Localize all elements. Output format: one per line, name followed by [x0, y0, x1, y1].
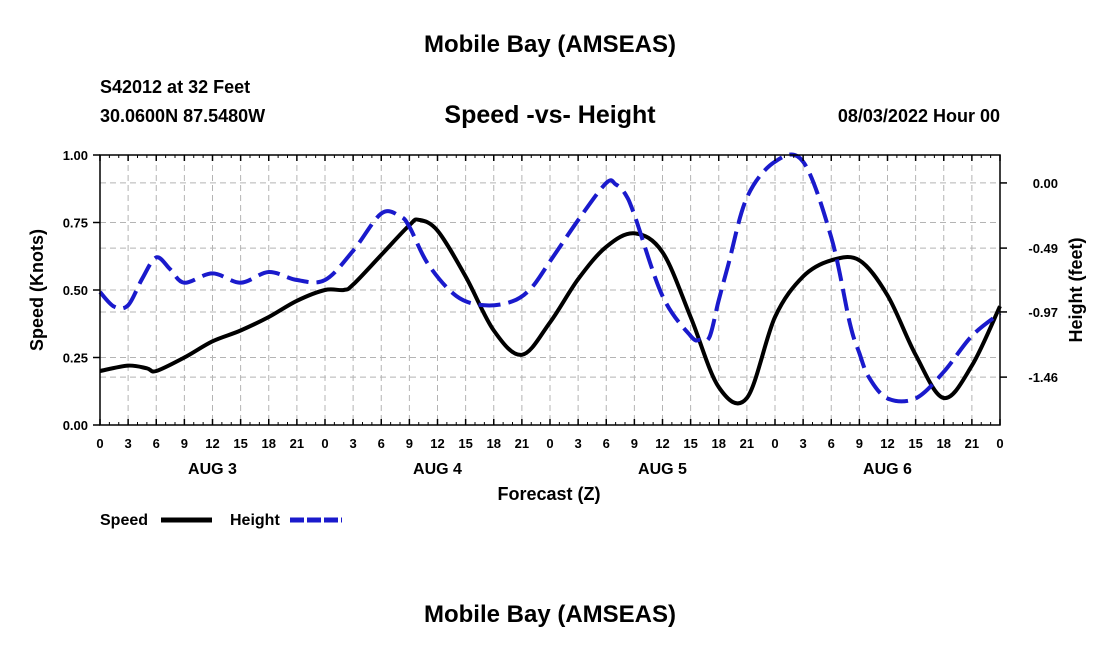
- x-tick-label: 0: [546, 436, 553, 451]
- x-tick-label: 12: [880, 436, 894, 451]
- series-layer: [98, 152, 1002, 406]
- y-tick-label: 1.00: [63, 148, 88, 163]
- y-tick-label: 0.50: [63, 283, 88, 298]
- y-tick-label: 0.00: [63, 418, 88, 433]
- x-tick-label: 3: [575, 436, 582, 451]
- page-title-repeat: Mobile Bay (AMSEAS): [423, 601, 677, 628]
- x-tick-label: 6: [828, 436, 835, 451]
- x-tick-label: 12: [430, 436, 444, 451]
- x-tick-label: 21: [965, 436, 979, 451]
- x-tick-label: 6: [603, 436, 610, 451]
- x-tick-label: 15: [683, 436, 697, 451]
- x-tick-label: 15: [458, 436, 472, 451]
- x-tick-label: 3: [800, 436, 807, 451]
- x-day-label: AUG 4: [413, 461, 462, 478]
- x-tick-label: 9: [181, 436, 188, 451]
- x-tick-label: 6: [153, 436, 160, 451]
- legend-label-speed: Speed: [100, 512, 148, 529]
- y-tick-label: 0.25: [63, 351, 88, 366]
- x-tick-label: 18: [262, 436, 276, 451]
- x-tick-label: 12: [655, 436, 669, 451]
- axes: 0 3 6 9 12 15 18 21 0 3 6 9 12 15 18 21 0 3 6 9 12 15 18 21 0 3 6 9…: [63, 148, 1058, 478]
- axis-labels: Forecast (Z) Speed (Knots) Height (feet): [27, 229, 1086, 504]
- x-tick-label: 0: [996, 436, 1003, 451]
- x-tick-label: 12: [205, 436, 219, 451]
- x-tick-label: 9: [856, 436, 863, 451]
- y-tick-label: 0.75: [63, 216, 88, 231]
- y2-tick-label: 0.00: [1033, 176, 1058, 191]
- series-line-speed: [99, 217, 1002, 406]
- y2-tick-label: -0.49: [1028, 241, 1058, 256]
- series-line-height: [98, 152, 1002, 404]
- x-tick-label: 3: [125, 436, 132, 451]
- x-tick-label: 21: [515, 436, 529, 451]
- y2-axis-label: Height (feet): [1066, 238, 1086, 343]
- grid: [100, 154, 1000, 425]
- x-tick-label: 0: [321, 436, 328, 451]
- forecast-date: 08/03/2022 Hour 00: [837, 106, 1000, 126]
- y2-tick-label: -1.46: [1028, 370, 1058, 385]
- x-axis-label: Forecast (Z): [497, 484, 600, 504]
- x-tick-label: 9: [406, 436, 413, 451]
- legend: Speed Height: [100, 512, 342, 529]
- x-tick-label: 18: [487, 436, 501, 451]
- x-tick-label: 18: [712, 436, 726, 451]
- x-tick-label: 3: [350, 436, 357, 451]
- x-tick-label: 15: [908, 436, 922, 451]
- x-tick-label: 18: [937, 436, 951, 451]
- x-tick-label: 21: [290, 436, 304, 451]
- x-tick-label: 0: [96, 436, 103, 451]
- x-tick-label: 9: [631, 436, 638, 451]
- y-axis-label: Speed (Knots): [27, 229, 47, 351]
- legend-label-height: Height: [230, 512, 280, 529]
- station-id-label: S42012 at 32 Feet: [100, 77, 251, 97]
- x-tick-label: 0: [771, 436, 778, 451]
- x-day-label: AUG 3: [188, 461, 237, 478]
- x-tick-label: 6: [378, 436, 385, 451]
- x-tick-label: 15: [233, 436, 247, 451]
- x-tick-label: 21: [740, 436, 754, 451]
- y2-tick-label: -0.97: [1028, 305, 1058, 320]
- page-title: Mobile Bay (AMSEAS): [423, 31, 677, 58]
- x-day-label: AUG 5: [638, 461, 687, 478]
- chart-title: Speed -vs- Height: [444, 101, 656, 129]
- x-day-label: AUG 6: [863, 461, 912, 478]
- station-coordinates: 30.0600N 87.5480W: [100, 106, 266, 126]
